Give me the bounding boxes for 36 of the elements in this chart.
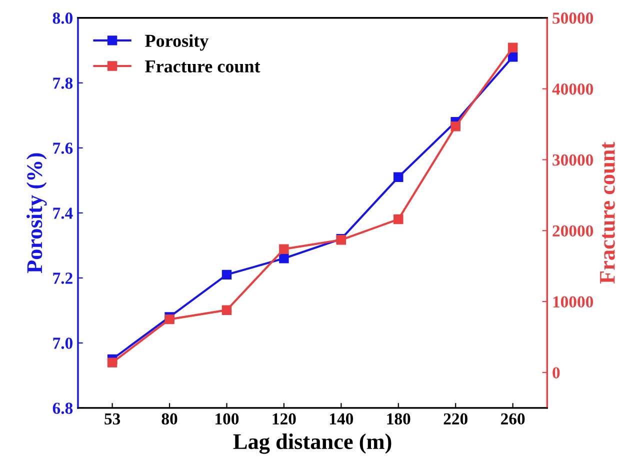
y-tick-label: 8.0 bbox=[52, 12, 72, 24]
y-tick-label: 7.6 bbox=[53, 142, 73, 154]
x-tick-label: 120 bbox=[272, 413, 296, 425]
y2-axis-title: Fracture count bbox=[600, 142, 615, 284]
y2-tick-label: 10000 bbox=[553, 296, 594, 308]
x-tick-label: 260 bbox=[501, 413, 525, 425]
x-tick-label: 140 bbox=[330, 413, 354, 425]
point bbox=[279, 244, 289, 254]
y2-tick-label: 20000 bbox=[552, 225, 594, 237]
x-tick-label: 80 bbox=[162, 413, 178, 425]
x-tick-label: 53 bbox=[104, 413, 120, 425]
y-tick-label: 7.8 bbox=[53, 78, 73, 89]
x-tick-label: 180 bbox=[387, 413, 410, 425]
point bbox=[279, 254, 289, 264]
y2-tick-label: 50000 bbox=[552, 12, 594, 24]
y2-tick-label: 0 bbox=[552, 367, 560, 378]
x-tick-label: 100 bbox=[216, 413, 239, 425]
y-tick-label: 7.4 bbox=[53, 208, 73, 219]
y2-tick-label: 40000 bbox=[552, 83, 594, 95]
y-tick-label: 7.0 bbox=[53, 338, 72, 349]
point bbox=[222, 270, 232, 280]
y-tick-label: 6.8 bbox=[52, 402, 73, 414]
legend-label: Porosity bbox=[145, 34, 208, 51]
x-tick-label: 220 bbox=[444, 413, 468, 425]
point bbox=[450, 122, 460, 132]
point bbox=[164, 314, 174, 324]
point bbox=[107, 358, 118, 368]
y-axis-title: Porosity (%) bbox=[26, 153, 47, 274]
legend-label: Fracture count bbox=[145, 60, 260, 73]
y-tick-label: 7.2 bbox=[53, 272, 72, 284]
x-axis-title: Lag distance (m) bbox=[233, 433, 392, 454]
point bbox=[508, 42, 518, 53]
point bbox=[394, 214, 404, 224]
y2-tick-label: 30000 bbox=[552, 154, 594, 166]
point bbox=[222, 305, 232, 315]
point bbox=[394, 172, 404, 182]
